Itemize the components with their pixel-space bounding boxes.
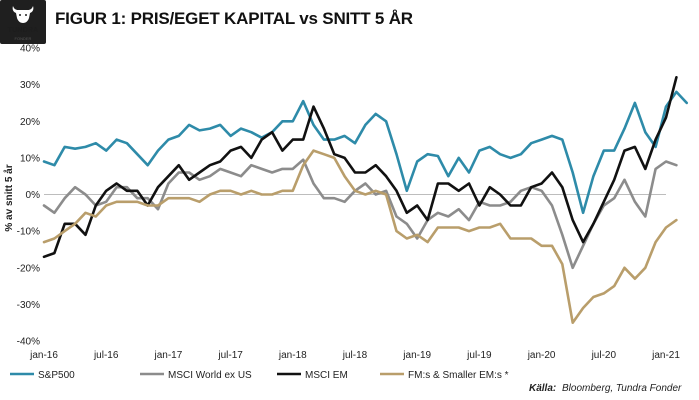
legend-label-em: MSCI EM [305, 370, 348, 381]
x-tick-label: jan-19 [402, 350, 431, 361]
legend-label-world: MSCI World ex US [168, 370, 252, 381]
x-tick-label: jul-19 [466, 350, 492, 361]
series-line-world [42, 158, 678, 270]
legend-label-sp500: S&P500 [38, 370, 75, 381]
chart-title: FIGUR 1: PRIS/EGET KAPITAL vs SNITT 5 ÅR [55, 9, 413, 28]
x-tick-label: jan-16 [29, 350, 58, 361]
legend: S&P500 MSCI World ex US MSCI EM FM:s & Smal… [10, 370, 509, 381]
x-axis: jan-16 jul-16 jan-17 jul-17 jan-18 jul-18 jan-… [29, 350, 680, 361]
y-tick-label: 0% [26, 190, 41, 201]
bull-icon [12, 6, 34, 23]
series-line-em [42, 76, 678, 259]
x-tick-label: jan-21 [651, 350, 680, 361]
x-tick-label: jul-18 [342, 350, 368, 361]
logo-badge [0, 0, 46, 44]
series-lines [42, 76, 689, 325]
y-tick-label: 10% [20, 153, 40, 164]
legend-label-frontier: FM:s & Smaller EM:s * [408, 370, 509, 381]
y-tick-label: -30% [17, 300, 40, 311]
logo-subtext: FONDER [14, 36, 32, 41]
series-line-frontier [42, 149, 678, 325]
y-axis: -40% -30% -20% -10% 0% 10% 20% 30% 40% [17, 44, 40, 348]
y-tick-label: 30% [20, 80, 40, 91]
x-tick-label: jul-20 [591, 350, 617, 361]
y-tick-label: 40% [20, 44, 40, 55]
x-tick-label: jul-17 [217, 350, 243, 361]
source-text: Bloomberg, Tundra Fonder [562, 383, 682, 394]
logo-text: TUNDRA [7, 27, 39, 34]
y-tick-label: -40% [17, 337, 40, 348]
source-note: Källa: Bloomberg, Tundra Fonder [529, 383, 682, 394]
x-tick-label: jan-20 [527, 350, 556, 361]
x-tick-label: jul-16 [93, 350, 119, 361]
tundra-logo: TUNDRA FONDER [0, 0, 46, 44]
y-tick-label: 20% [20, 117, 40, 128]
y-tick-label: -10% [17, 227, 40, 238]
y-axis-label: % av snitt 5 år [3, 164, 15, 231]
x-tick-label: jan-17 [153, 350, 182, 361]
x-tick-label: jan-18 [278, 350, 307, 361]
y-tick-label: -20% [17, 263, 40, 274]
series-line-sp500 [42, 90, 689, 215]
source-prefix: Källa: [529, 383, 556, 394]
